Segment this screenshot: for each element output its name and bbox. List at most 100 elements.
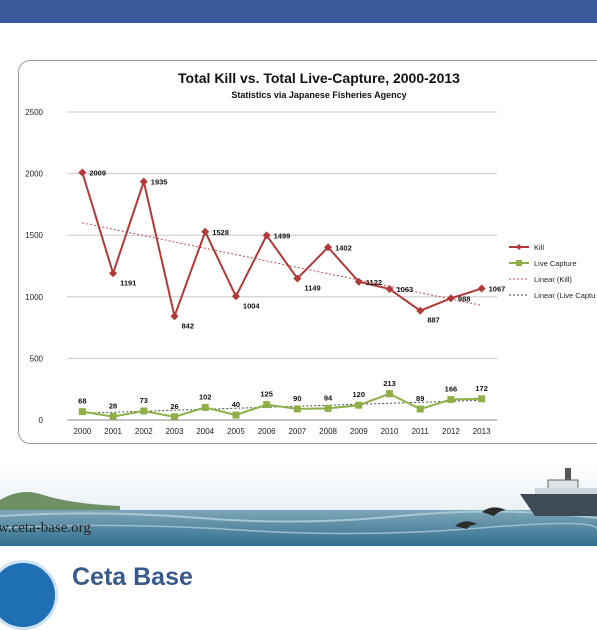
y-tick-label: 1000 [25, 293, 43, 302]
x-tick-label: 2010 [381, 427, 399, 436]
grid [67, 111, 497, 359]
x-tick-label: 2013 [473, 427, 491, 436]
data-label: 1935 [151, 178, 168, 187]
data-label: 1191 [120, 278, 136, 287]
data-label: 89 [416, 394, 424, 403]
chart-subtitle: Statistics via Japanese Fisheries Agency [231, 90, 406, 100]
series-line [81, 172, 482, 320]
x-tick-label: 2012 [442, 427, 460, 436]
data-point [78, 168, 87, 177]
data-label: 26 [170, 402, 178, 411]
x-tick-label: 2000 [73, 427, 91, 436]
x-tick-label: 2001 [104, 427, 122, 436]
data-point [139, 177, 148, 186]
series-layer: 2009 1191 1935 842 1528 1004 1499 1149 1402 1122 1… [78, 168, 506, 421]
top-header-bar [0, 0, 597, 23]
chart-title: Total Kill vs. Total Live-Capture, 2000-… [178, 70, 460, 86]
y-tick-label: 2500 [25, 108, 43, 117]
data-point [324, 404, 332, 412]
data-point [293, 274, 302, 283]
data-point [109, 269, 118, 278]
x-tick-label: 2003 [166, 427, 184, 436]
data-point [140, 407, 148, 415]
data-point [170, 312, 179, 321]
legend-label: Linear (Kill) [534, 275, 572, 284]
data-label: 40 [232, 400, 240, 409]
data-point [477, 284, 486, 293]
legend-marker [516, 260, 522, 266]
data-point [478, 395, 486, 403]
legend-item: Linear (Live Captu [509, 291, 595, 300]
data-point [293, 405, 301, 413]
data-point [262, 231, 271, 240]
data-point [447, 396, 455, 404]
data-label: 125 [260, 390, 273, 399]
x-tick-label: 2005 [227, 427, 245, 436]
data-point [201, 227, 210, 236]
data-point [446, 294, 455, 303]
x-tick-label: 2008 [319, 427, 337, 436]
data-point [231, 292, 240, 301]
data-point [201, 403, 209, 411]
line-chart: Total Kill vs. Total Live-Capture, 2000-… [25, 70, 595, 436]
data-label: 28 [109, 402, 117, 411]
data-label: 120 [353, 390, 366, 399]
data-point [263, 401, 271, 409]
legend-item: Linear (Kill) [509, 275, 572, 284]
trendline [82, 399, 482, 414]
legend-label: Linear (Live Captu [534, 291, 595, 300]
data-label: 1149 [304, 283, 320, 292]
x-tick-label: 2011 [412, 427, 430, 436]
data-point [232, 411, 240, 419]
site-name[interactable]: Ceta Base [72, 563, 193, 591]
site-url[interactable]: w.ceta-base.org [0, 520, 91, 536]
chart-panel: Total Kill vs. Total Live-Capture, 2000-… [18, 60, 597, 444]
ocean-scene [0, 460, 597, 546]
data-label: 90 [293, 394, 301, 403]
legend-label: Kill [534, 243, 544, 252]
data-label: 172 [475, 384, 488, 393]
data-label: 1063 [397, 285, 414, 294]
axes: 0 500 1000 1500 2000 2500 2000 2001 2002 2003 2004… [25, 108, 497, 436]
data-label: 842 [182, 321, 195, 330]
x-tick-label: 2002 [135, 427, 153, 436]
data-label: 1528 [212, 228, 229, 237]
site-footer [0, 546, 597, 597]
y-tick-label: 500 [30, 354, 44, 363]
dolphin-icon [482, 507, 506, 516]
banner-illustration [0, 460, 597, 546]
legend-marker [516, 244, 522, 250]
ship-icon [520, 468, 597, 516]
data-label: 94 [324, 393, 333, 402]
data-label: 2009 [89, 168, 106, 177]
data-point [78, 408, 86, 416]
data-label: 102 [199, 392, 212, 401]
data-label: 68 [78, 397, 86, 406]
y-tick-label: 1500 [25, 231, 43, 240]
data-label: 1067 [489, 285, 506, 294]
data-point [355, 401, 363, 409]
data-point [324, 243, 333, 252]
data-point [109, 413, 117, 421]
x-tick-label: 2007 [288, 427, 306, 436]
data-label: 1122 [366, 278, 382, 287]
data-label: 1402 [335, 243, 352, 252]
data-point [416, 405, 424, 413]
x-tick-label: 2004 [196, 427, 214, 436]
data-label: 1004 [243, 301, 261, 310]
x-tick-label: 2006 [258, 427, 276, 436]
y-tick-label: 0 [39, 416, 44, 425]
series-line [82, 392, 482, 418]
data-label: 166 [445, 385, 458, 394]
y-tick-label: 2000 [25, 170, 43, 179]
data-point [354, 277, 363, 286]
chart-legend: Kill Live Capture Linear (Kill) Linear (Liv… [509, 243, 595, 300]
trendlines [82, 222, 482, 414]
legend-label: Live Capture [534, 259, 577, 268]
legend-item: Kill [509, 243, 544, 252]
data-point [416, 306, 425, 315]
dolphin-icon [455, 521, 477, 529]
data-point [171, 413, 178, 421]
data-label: 887 [427, 316, 440, 325]
data-label: 213 [383, 379, 396, 388]
